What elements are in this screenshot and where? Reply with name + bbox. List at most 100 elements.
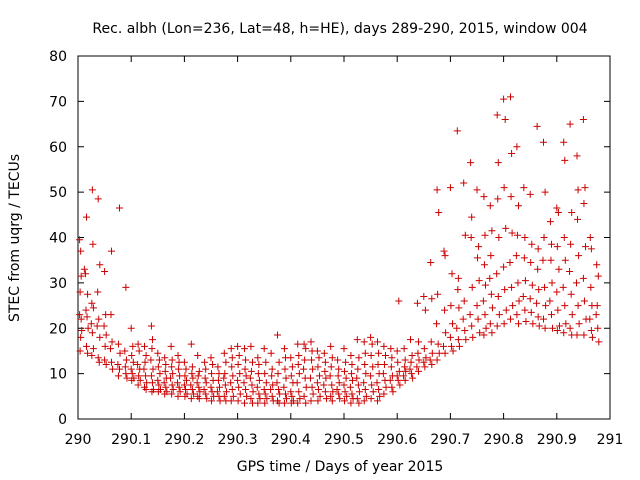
data-point [295,370,303,378]
data-point [240,379,248,387]
data-point [375,386,383,394]
data-point [513,143,521,151]
data-point [175,365,183,373]
x-tick-label: 290.3 [218,432,258,448]
data-point [388,354,396,362]
data-point [501,116,509,124]
data-point [195,395,203,403]
data-point [88,299,96,307]
data-point [420,358,428,366]
data-point [202,390,210,398]
data-point [474,315,482,323]
data-point [215,370,223,378]
data-point [122,283,130,291]
data-point [560,329,568,337]
data-point [380,342,388,350]
data-point [460,297,468,305]
data-point [302,399,310,407]
data-point [341,388,349,396]
data-point [387,345,395,353]
data-point [362,392,370,400]
data-point [579,116,587,124]
data-point [143,379,151,387]
data-point [360,379,368,387]
data-point [407,336,414,344]
data-point [114,361,122,369]
data-point [514,320,522,328]
data-point [87,320,95,328]
data-point [475,277,483,285]
data-point [194,351,202,359]
data-point [294,399,302,407]
data-point [427,258,435,266]
data-point [368,381,376,389]
data-point [261,399,269,407]
data-point [367,372,375,380]
data-point [561,156,569,164]
data-point [396,381,404,389]
data-point [512,252,520,260]
data-point [220,374,228,382]
data-point [468,322,476,330]
data-point [414,338,422,346]
data-point [236,370,244,378]
data-point [180,358,188,366]
data-point [200,386,208,394]
data-point [340,345,348,353]
data-point [300,365,308,373]
data-point [268,372,276,380]
data-point [488,304,496,312]
data-point [195,383,203,391]
data-point [195,367,203,375]
data-point [547,240,555,248]
data-point [528,240,536,248]
data-point [454,286,462,294]
data-point [221,370,229,378]
data-point [100,322,108,330]
data-point [395,297,403,305]
data-point [376,392,384,400]
data-point [474,254,482,262]
data-point [507,315,515,323]
data-point [509,302,517,310]
data-point [493,270,501,278]
data-point [309,390,317,398]
data-point [346,383,354,391]
data-point [282,374,290,382]
data-point [222,388,230,396]
data-point [275,386,283,394]
data-point [148,336,156,344]
data-point [108,358,116,366]
data-point [176,388,184,396]
data-point [187,340,195,348]
x-axis-label: GPS time / Days of year 2015 [237,459,444,475]
data-point [108,338,116,346]
data-point [374,361,382,369]
data-point [500,320,508,328]
data-point [441,252,449,260]
y-tick-label: 30 [49,276,67,292]
data-point [586,315,594,323]
data-point [201,358,209,366]
data-point [520,254,528,262]
data-point [441,349,449,357]
data-point [321,388,329,396]
data-point [296,395,304,403]
data-point [101,356,109,364]
data-point [361,349,369,357]
data-point [521,277,529,285]
data-point [114,372,122,380]
data-point [433,186,441,194]
data-point [401,376,409,384]
data-point [495,234,503,241]
data-point [540,315,547,323]
data-point [367,395,375,403]
data-point [247,367,255,375]
data-point [94,195,102,203]
data-point [507,93,515,101]
data-point [314,397,322,405]
data-point [354,365,362,373]
data-point [326,372,334,380]
data-point [142,372,150,380]
data-point [241,399,249,407]
